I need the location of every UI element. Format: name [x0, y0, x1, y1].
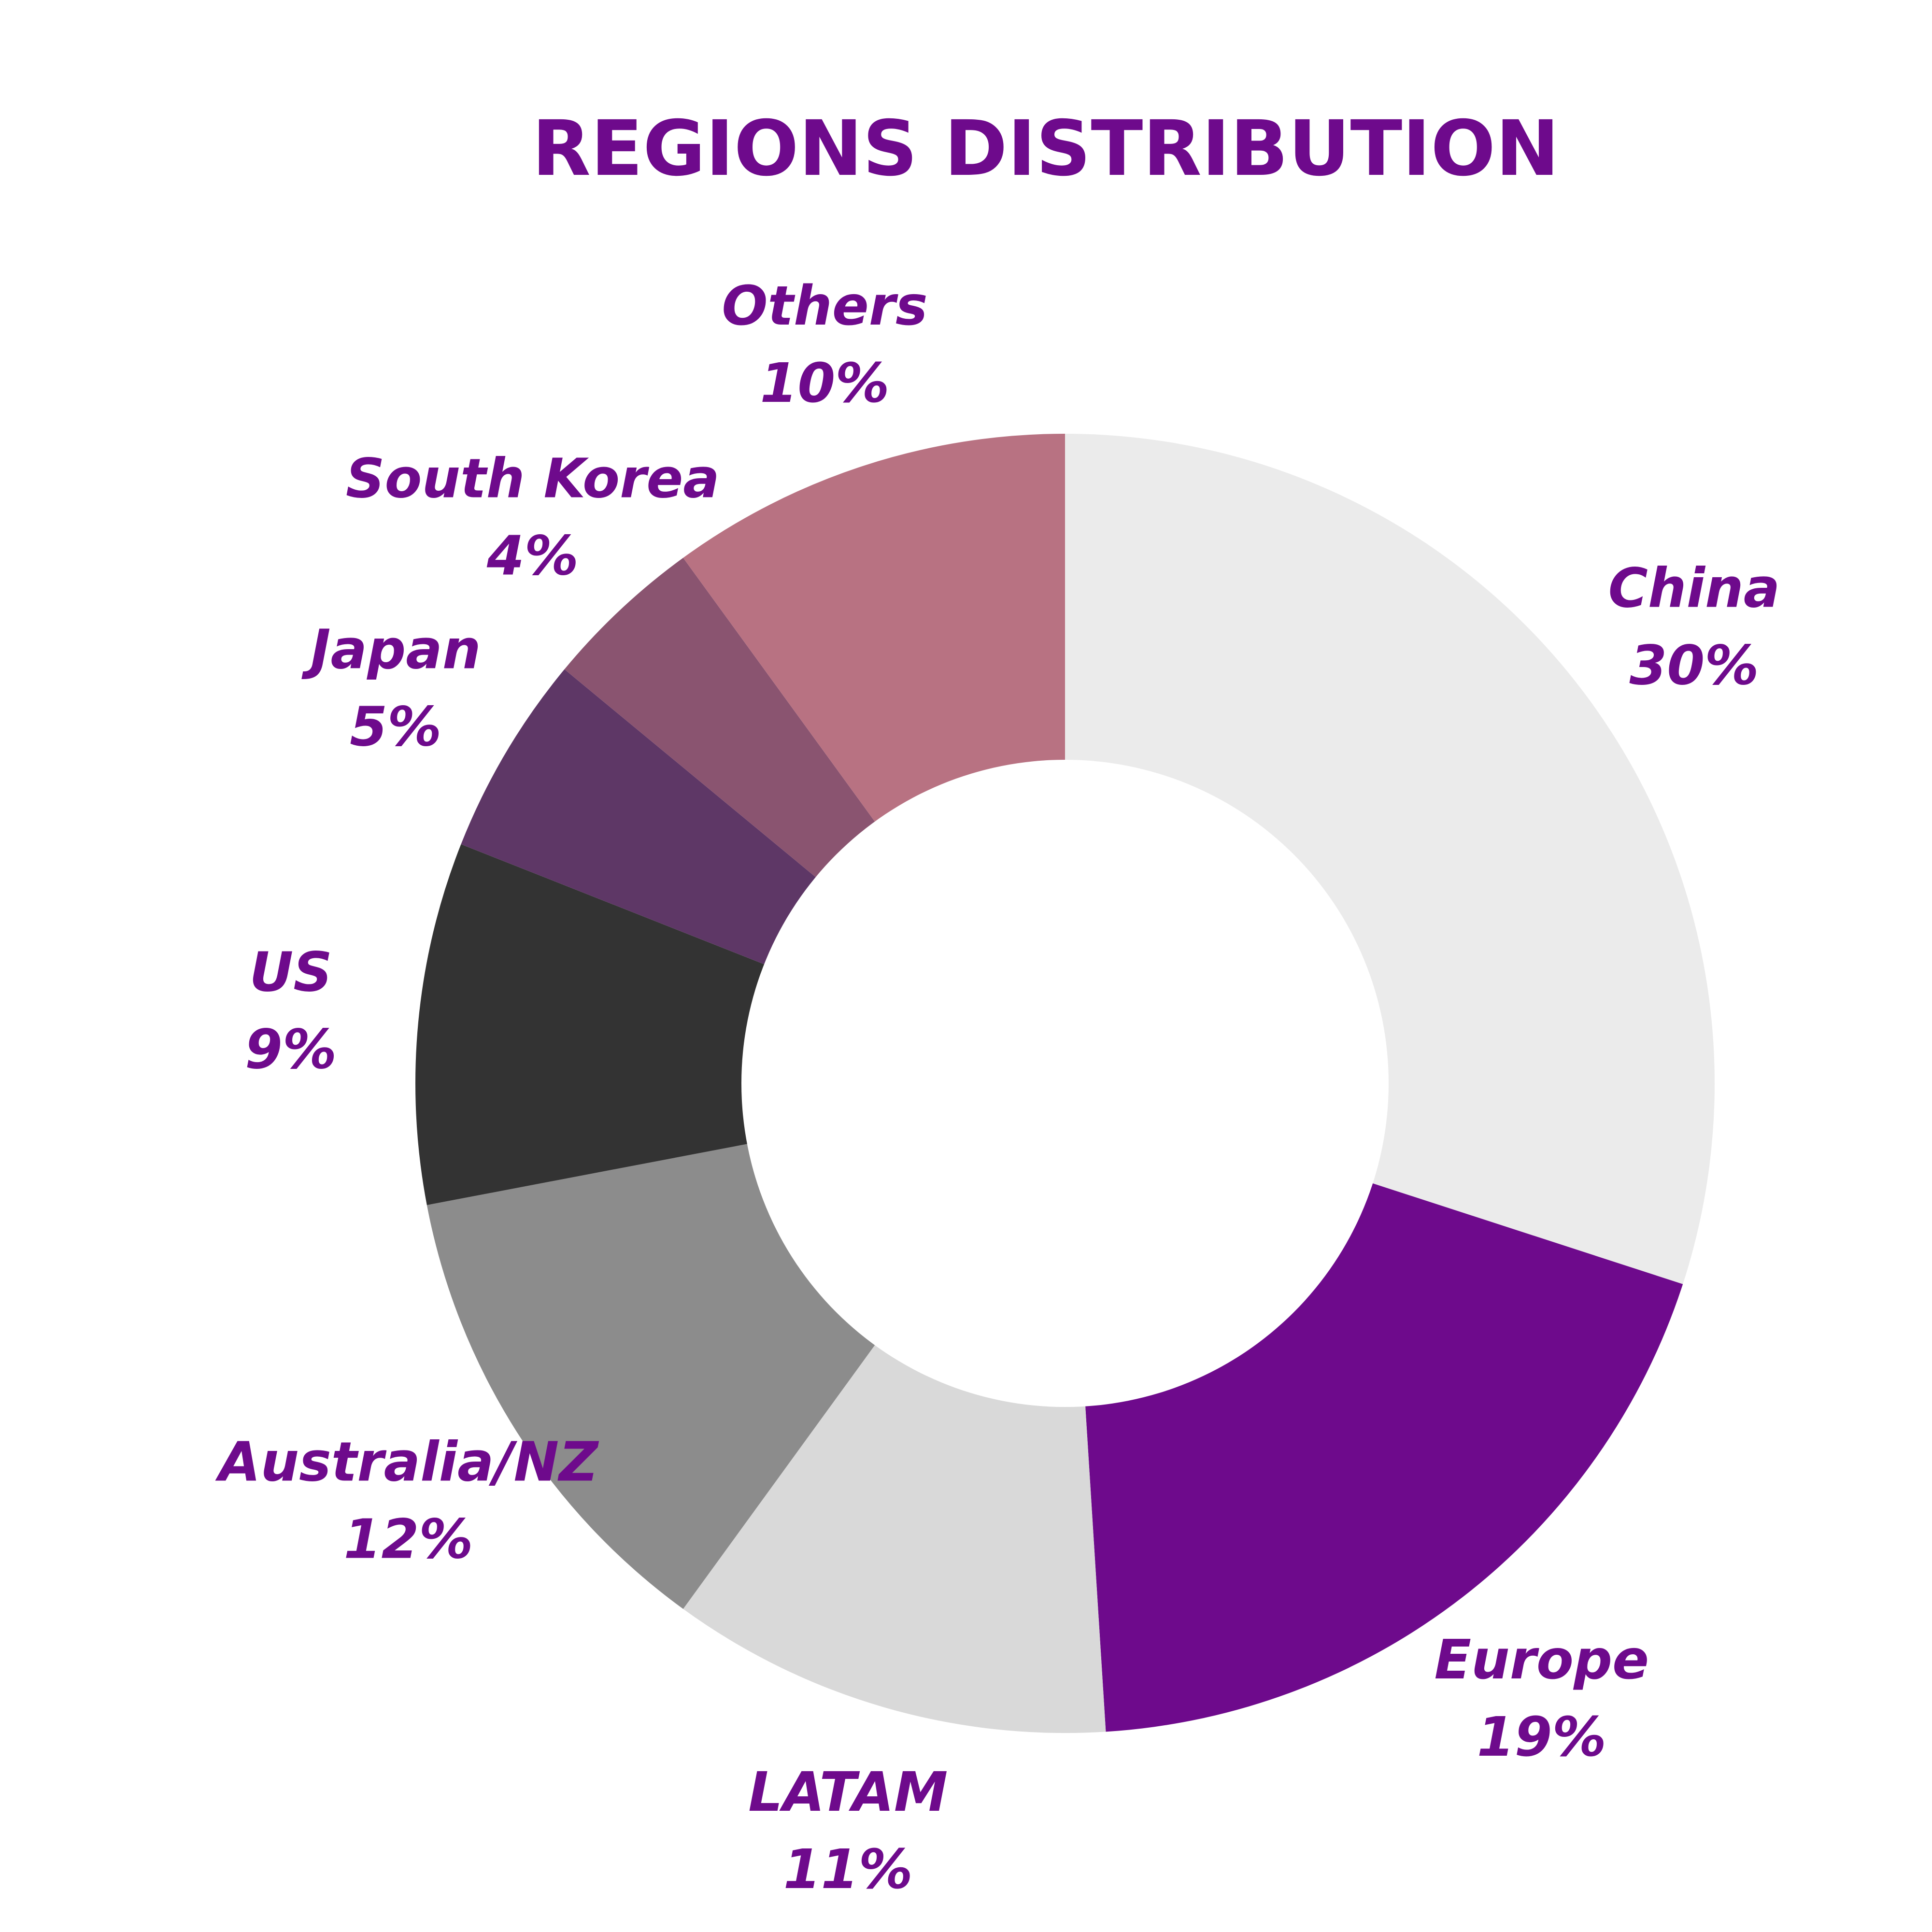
slice-value-japan: 5%	[350, 696, 441, 758]
labels-layer: China 30% Europe 19% LATAM 11% Australia/NZ 12%…	[215, 275, 1780, 1901]
slice-label-south-korea: South Korea	[346, 447, 720, 510]
slice-label-japan: Japan	[301, 618, 481, 681]
slice-value-latam: 11%	[783, 1838, 913, 1901]
slice-label-others: Others	[722, 275, 927, 338]
slice-label-europe: Europe	[1435, 1629, 1649, 1691]
slice-value-china: 30%	[1629, 635, 1759, 697]
slice-value-us: 9%	[245, 1019, 337, 1081]
slice-label-latam: LATAM	[748, 1761, 948, 1824]
chart-title: REGIONS DISTRIBUTION	[532, 104, 1559, 193]
slice-label-australia-nz: Australia/NZ	[215, 1431, 599, 1494]
slice-value-south-korea: 4%	[486, 525, 579, 587]
donut-hole	[741, 760, 1389, 1407]
slice-value-others: 10%	[760, 352, 889, 415]
slice-value-australia-nz: 12%	[344, 1508, 473, 1571]
slice-label-us: US	[249, 941, 332, 1004]
slice-value-europe: 19%	[1477, 1706, 1606, 1769]
slice-us	[415, 844, 1065, 1206]
slice-label-china: China	[1608, 557, 1780, 620]
